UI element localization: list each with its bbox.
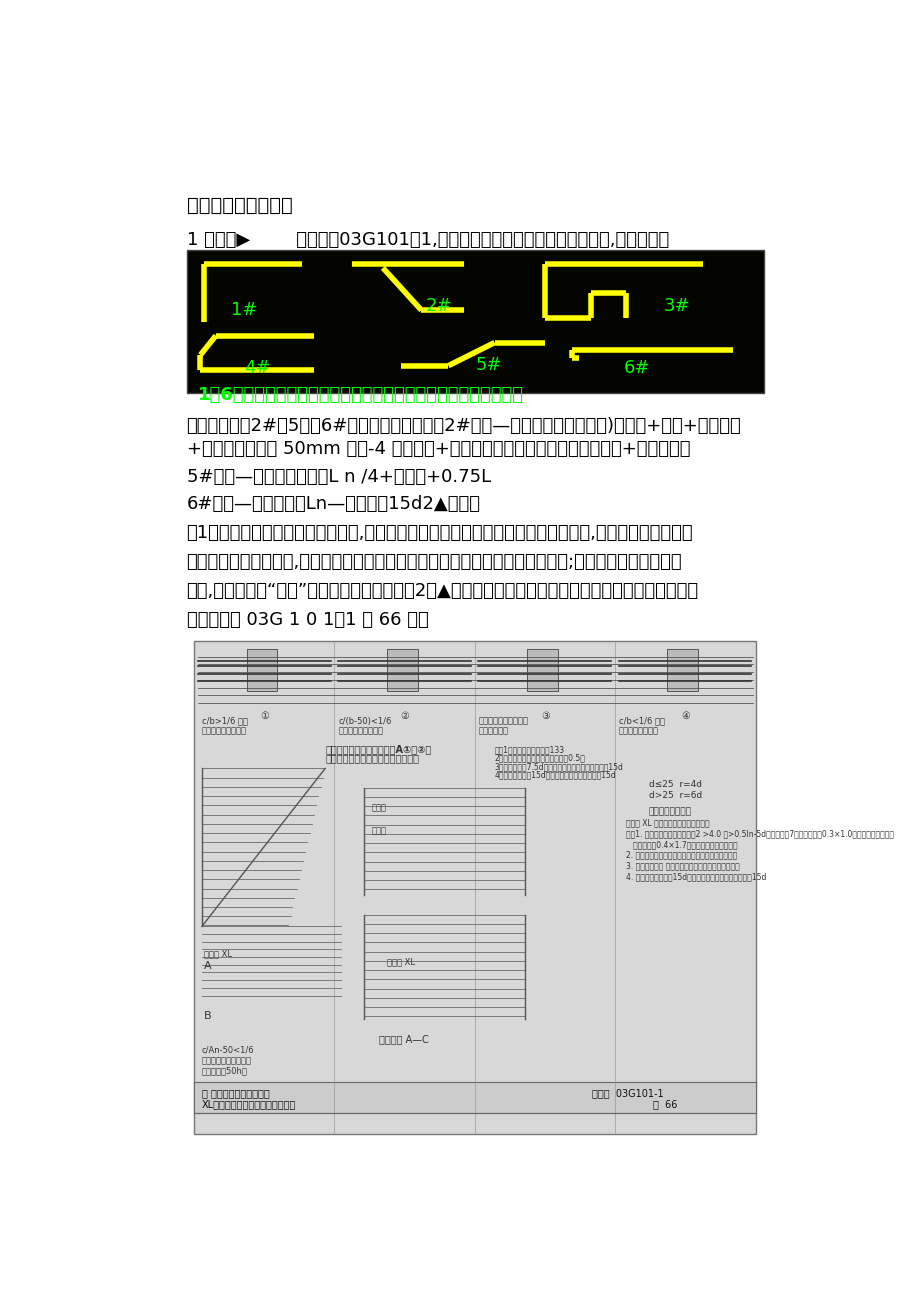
Text: 处，上部钢直锚即可: 处，上部钢直锚即可 <box>338 727 383 736</box>
Text: B: B <box>203 1010 211 1021</box>
Text: 注：1、次梁宽度应不超过133: 注：1、次梁宽度应不超过133 <box>494 745 564 754</box>
Text: 2、相邻不同等级跨的接头端弯超过0.5倍: 2、相邻不同等级跨的接头端弯超过0.5倍 <box>494 754 584 763</box>
Text: 截面的箍筋的长度计算,上部钢筋存在斜长的时候，斜段的高度及下部钢筋的长度;如果没有发生变截面的: 截面的箍筋的长度计算,上部钢筋存在斜长的时候，斜段的高度及下部钢筋的长度;如果没… <box>187 553 682 570</box>
Text: 5#: 5# <box>475 357 502 375</box>
Bar <box>194 642 755 1134</box>
Text: 参见支承 A—C: 参见支承 A—C <box>379 1034 428 1044</box>
Text: （斜筋放置数量为节点及多重要求）: （斜筋放置数量为节点及多重要求） <box>324 753 419 763</box>
Text: 图集号  03G101-1: 图集号 03G101-1 <box>591 1088 663 1098</box>
Text: 3、当弦长超过7.5d时，梁上下层梁接近的弯角超过15d: 3、当弦长超过7.5d时，梁上下层梁接近的弯角超过15d <box>494 762 623 771</box>
Text: 纵筋率 XL: 纵筋率 XL <box>203 949 232 958</box>
Text: 纵筋率 XL: 纵筋率 XL <box>386 957 414 966</box>
Text: 支座筋同左排排下: 支座筋同左排排下 <box>618 727 658 736</box>
Text: 支座筋应锚固至梁端: 支座筋应锚固至梁端 <box>202 727 246 736</box>
Text: （1）、如果悬臂跨的截面为变截面,这时我们要同步输入其端部截面尺寸与根部梁高,这重要会影响悬臂梁: （1）、如果悬臂跨的截面为变截面,这时我们要同步输入其端部截面尺寸与根部梁高,这… <box>187 525 693 543</box>
Text: ①: ① <box>260 711 269 720</box>
Text: ④: ④ <box>680 711 689 720</box>
Text: 四、悬臂跨钢筋计算: 四、悬臂跨钢筋计算 <box>187 197 292 215</box>
Text: 当支座筋宽度不同时，: 当支座筋宽度不同时， <box>478 717 528 725</box>
Text: c/An-50<1/6
此上部弯筋适当移置，
当主要放入50h。: c/An-50<1/6 此上部弯筋适当移置， 当主要放入50h。 <box>202 1046 255 1075</box>
Text: 6#: 6# <box>623 359 650 376</box>
Text: ②: ② <box>401 711 409 720</box>
Text: c/(b-50)<1/6: c/(b-50)<1/6 <box>338 717 391 725</box>
Text: c/b<1/6 时，: c/b<1/6 时， <box>618 717 664 725</box>
Text: A: A <box>203 961 211 971</box>
Text: 4#: 4# <box>244 359 271 376</box>
Text: 第一排: 第一排 <box>371 803 386 812</box>
Text: 1#: 1# <box>231 301 257 319</box>
Text: 纵向弯筋弯弧关系: 纵向弯筋弯弧关系 <box>648 807 691 816</box>
Bar <box>666 648 698 691</box>
Text: 3. 第一、第二联 一量联，各等纵筋宽度处理全节配筋: 3. 第一、第二联 一量联，各等纵筋宽度处理全节配筋 <box>625 862 739 871</box>
Bar <box>386 648 417 691</box>
Text: +钢筋距次梁内侧 50mm 起弯-4 个保护层+钢筋的斜段长＋下层钢筋锚固入梁内+支座锚固值: +钢筋距次梁内侧 50mm 起弯-4 个保护层+钢筋的斜段长＋下层钢筋锚固入梁内… <box>187 440 689 457</box>
Text: 根据修定版 03G 1 0 1－1 的 66 页。: 根据修定版 03G 1 0 1－1 的 66 页。 <box>187 611 428 629</box>
Text: XL及多支座的悬臂梁箍筋配置构造: XL及多支座的悬臂梁箍筋配置构造 <box>202 1099 296 1109</box>
Text: 4. 两个纵筋超过接距15d处，处于全梁超过处，纵筋超过15d: 4. 两个纵筋超过接距15d处，处于全梁超过处，纵筋超过15d <box>625 872 765 881</box>
Text: 上 中间支座纵向钢筋构造: 上 中间支座纵向钢筋构造 <box>202 1088 269 1098</box>
Text: 这里，我们以2#、5＃及6#钢筋为例进行分析：2#钢筋—悬臂上通筋＝（通跨)净跨长+梁高+次梁宽度: 这里，我们以2#、5＃及6#钢筋为例进行分析：2#钢筋—悬臂上通筋＝（通跨)净跨… <box>187 417 741 435</box>
Text: c/b>1/6 处，: c/b>1/6 处， <box>202 717 248 725</box>
Text: d>25  r=6d: d>25 r=6d <box>648 792 701 801</box>
Text: 上下两边钢筋构造用途（了A①了②）: 上下两边钢筋构造用途（了A①了②） <box>324 743 431 754</box>
Text: 排筋须处理0.4×1.7处，配筋须全梁连接配置: 排筋须处理0.4×1.7处，配筋须全梁连接配置 <box>625 840 736 849</box>
Text: 第二排: 第二排 <box>371 827 386 835</box>
Text: 页  66: 页 66 <box>652 1099 677 1109</box>
Bar <box>246 648 278 691</box>
Text: 2#: 2# <box>425 297 451 315</box>
Text: ③: ③ <box>540 711 549 720</box>
Text: d≤25  r=4d: d≤25 r=4d <box>648 780 701 789</box>
Text: 5#钢筋—上部下排钢筋＝L n /4+支座宽+0.75L: 5#钢筋—上部下排钢筋＝L n /4+支座宽+0.75L <box>187 469 490 486</box>
Bar <box>187 250 764 393</box>
Text: 2. 统算连接处的施工错位，纵筋应全都含有连接搭接: 2. 统算连接处的施工错位，纵筋应全都含有连接搭接 <box>625 850 736 859</box>
Text: 6#钢筋—下部钢筋＝Ln—保护层＋15d2▲、箍筋: 6#钢筋—下部钢筋＝Ln—保护层＋15d2▲、箍筋 <box>187 495 480 513</box>
Text: 排为支座钢筋: 排为支座钢筋 <box>478 727 508 736</box>
Bar <box>194 1082 755 1113</box>
Text: 3#: 3# <box>664 297 690 315</box>
Text: 注：1. 统计不均匀配筋宽度的值2 >4.0 且>0.5ln-5d时，不超过7倍连接的距离0.3×1.0，纵筋须全梁连接，: 注：1. 统计不均匀配筋宽度的值2 >4.0 且>0.5ln-5d时，不超过7倍… <box>625 829 892 838</box>
Text: 1至6号钢筋可用于悬臂跨的通长钢筋，或用于单悬臂或伸入邻跨。: 1至6号钢筋可用于悬臂跨的通长钢筋，或用于单悬臂或伸入邻跨。 <box>198 387 524 405</box>
Text: 4、下层弯钩超过15d处，应注意弯角，连接超过15d: 4、下层弯钩超过15d处，应注意弯角，连接超过15d <box>494 771 616 780</box>
Text: 状况,我们只需在“截面”输入其端部尺寸即可。2（▲）、悬臂梁的箍筋根数计算时应不减去次梁的宽度；: 状况,我们只需在“截面”输入其端部尺寸即可。2（▲）、悬臂梁的箍筋根数计算时应不… <box>187 582 698 600</box>
Text: 1 、主筋▶        软件配合03G101－1,在软件中重要有六种形式的悬臂钢筋,如下图所示: 1 、主筋▶ 软件配合03G101－1,在软件中重要有六种形式的悬臂钢筋,如下图… <box>187 230 668 249</box>
Text: 纵筋率 XL 和各类等的配筋连接的通络: 纵筋率 XL 和各类等的配筋连接的通络 <box>625 819 709 828</box>
Bar <box>527 648 557 691</box>
